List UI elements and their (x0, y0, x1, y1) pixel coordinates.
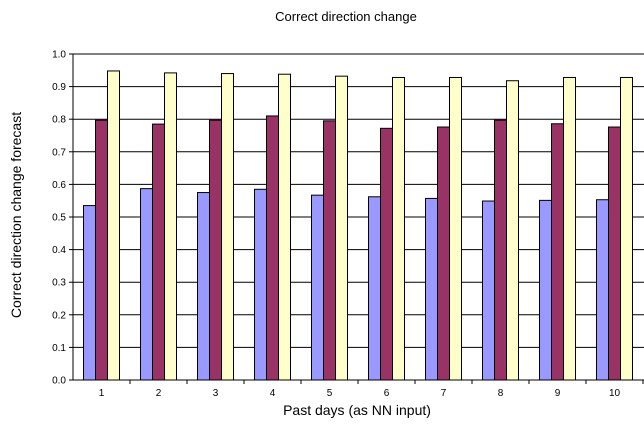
x-tick-label: 8 (498, 388, 504, 399)
x-tick-label: 5 (327, 388, 333, 399)
x-axis-label: Past days (as NN input) (283, 402, 431, 418)
bar (107, 70, 120, 381)
x-tick-label: 6 (384, 388, 390, 399)
bar (335, 75, 348, 381)
bar (95, 119, 108, 381)
bar (83, 205, 96, 381)
y-tick-label: 0.0 (52, 376, 66, 387)
bar (620, 76, 633, 381)
bar (254, 188, 267, 381)
bar (608, 126, 621, 381)
y-tick-label: 0.5 (52, 213, 66, 224)
y-tick-label: 0.8 (52, 115, 66, 126)
y-tick-label: 0.3 (52, 278, 66, 289)
x-tick-label: 9 (555, 388, 561, 399)
x-tick-label: 10 (609, 388, 621, 399)
bar (551, 123, 564, 381)
x-tick-label: 7 (441, 388, 447, 399)
x-tick-label: 4 (270, 388, 276, 399)
bar (449, 76, 462, 381)
bar (494, 119, 507, 381)
y-tick-label: 1.0 (52, 50, 66, 61)
y-tick-label: 0.6 (52, 180, 66, 191)
bar (368, 196, 381, 381)
bar (596, 199, 609, 381)
bar (425, 197, 438, 381)
bar (311, 194, 324, 381)
y-tick-label: 0.1 (52, 343, 66, 354)
bar (482, 200, 495, 381)
bar (152, 123, 165, 381)
plot-area: 0.0 0.1 0.2 0.3 0.4 0.5 0.6 0.7 0.8 0.9 1.0 1 2 3 4 5 6 7… (52, 50, 644, 399)
bar (221, 73, 234, 381)
bar (164, 72, 177, 381)
bar (323, 120, 336, 381)
y-tick-label: 0.4 (52, 245, 66, 256)
bar (140, 188, 153, 381)
y-tick-label: 0.7 (52, 147, 66, 158)
y-axis-label: Correct direction change forecast (8, 112, 24, 318)
y-tick-label: 0.9 (52, 82, 66, 93)
bar (380, 127, 393, 381)
x-tick-label: 1 (99, 388, 105, 399)
bar (437, 126, 450, 381)
bar (506, 80, 519, 381)
y-tick-label: 0.2 (52, 310, 66, 321)
chart-title: Correct direction change (275, 9, 417, 24)
bar (197, 192, 210, 381)
bar (278, 73, 291, 381)
bar (392, 76, 405, 381)
bar (563, 76, 576, 381)
bar (209, 119, 222, 381)
bar (266, 115, 279, 381)
x-tick-label: 2 (156, 388, 162, 399)
x-tick-label: 3 (213, 388, 219, 399)
bar (539, 199, 552, 381)
